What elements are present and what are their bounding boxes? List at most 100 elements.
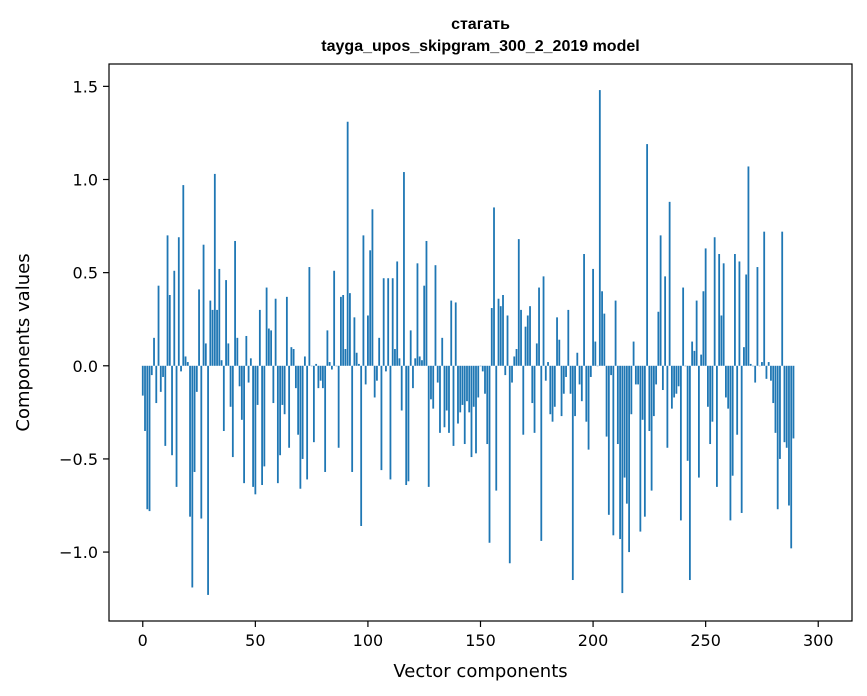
bar	[434, 265, 437, 366]
bar	[522, 365, 525, 435]
bar	[659, 235, 662, 366]
bar	[155, 365, 158, 404]
bar	[675, 365, 678, 394]
bar	[598, 90, 601, 366]
plot-frame	[108, 63, 853, 622]
bar	[166, 235, 169, 366]
bars-group	[141, 90, 795, 595]
bar	[695, 300, 698, 366]
bar	[229, 365, 232, 407]
bar	[790, 365, 793, 549]
bar	[394, 349, 396, 366]
bar	[716, 365, 718, 487]
bar	[294, 365, 297, 389]
x-axis-label: Vector components	[393, 661, 567, 682]
bar	[378, 337, 381, 366]
bar	[781, 231, 784, 366]
bar	[574, 365, 576, 417]
bar	[321, 365, 324, 389]
bar	[664, 276, 667, 366]
bar	[740, 365, 743, 513]
bar	[770, 365, 772, 381]
bar	[236, 337, 239, 366]
bar	[346, 121, 349, 366]
bar	[643, 365, 646, 517]
bar	[204, 343, 207, 366]
bar	[533, 365, 536, 433]
bar	[499, 306, 502, 366]
bar	[682, 287, 685, 366]
bar	[702, 291, 705, 366]
y-tick-label: 0.5	[73, 264, 98, 283]
bar	[747, 166, 750, 366]
bar	[193, 365, 196, 472]
bar	[331, 365, 333, 370]
bar	[457, 365, 459, 424]
bar	[713, 237, 716, 366]
bar	[243, 365, 245, 484]
bar	[148, 365, 151, 512]
x-tick-label: 250	[690, 631, 721, 650]
bar	[589, 365, 592, 377]
bar	[506, 315, 509, 366]
bar	[495, 365, 498, 491]
bar	[177, 237, 180, 366]
bar	[337, 365, 340, 448]
bar	[648, 365, 651, 431]
bar	[349, 293, 351, 366]
bar	[423, 285, 426, 366]
bar	[587, 365, 590, 450]
bar	[711, 365, 714, 422]
chart-title-line-2: tayga_upos_skipgram_300_2_2019 model	[321, 38, 639, 55]
bar	[324, 365, 327, 472]
bar	[180, 365, 182, 372]
bar	[263, 365, 266, 467]
bar	[209, 300, 212, 366]
bar	[213, 173, 216, 366]
bar	[297, 365, 300, 435]
bar	[511, 365, 513, 383]
bar	[700, 354, 703, 366]
bar	[463, 365, 466, 445]
bar	[754, 365, 757, 383]
bar	[743, 347, 745, 366]
bar	[340, 296, 342, 366]
bar	[279, 365, 282, 456]
bar	[709, 365, 712, 445]
bar	[270, 330, 273, 366]
bar	[628, 365, 630, 553]
x-tick-label: 300	[803, 631, 834, 650]
bar	[252, 365, 254, 487]
bar	[274, 298, 277, 366]
bar	[211, 309, 214, 366]
bar	[308, 267, 311, 366]
bar	[720, 315, 723, 366]
bar	[655, 365, 658, 385]
bar	[594, 341, 597, 366]
bar	[578, 365, 581, 385]
bar	[267, 328, 270, 366]
x-tick-label: 150	[465, 631, 496, 650]
bar	[385, 365, 387, 372]
bar	[202, 244, 205, 366]
bar	[157, 285, 160, 366]
bar	[592, 268, 594, 366]
y-tick-label: −0.5	[59, 450, 98, 469]
bar	[677, 365, 680, 387]
bar	[247, 365, 250, 383]
bar	[488, 365, 491, 543]
bar	[299, 365, 302, 489]
bar	[222, 365, 225, 431]
bar	[526, 315, 529, 366]
bar	[240, 365, 243, 420]
bar	[679, 365, 682, 521]
bar	[569, 365, 572, 394]
x-axis-ticks: 0 50 100 150 200 250 300	[138, 621, 834, 650]
bar	[312, 365, 315, 443]
bar	[234, 240, 236, 366]
y-axis-ticks: −1.0 −0.5 0.0 0.5 1.0 1.5	[59, 77, 109, 562]
bar	[387, 278, 390, 366]
x-tick-label: 50	[245, 631, 265, 650]
bar	[144, 365, 146, 431]
bar	[749, 363, 752, 366]
